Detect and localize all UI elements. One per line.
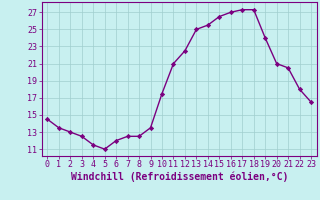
X-axis label: Windchill (Refroidissement éolien,°C): Windchill (Refroidissement éolien,°C)	[70, 172, 288, 182]
